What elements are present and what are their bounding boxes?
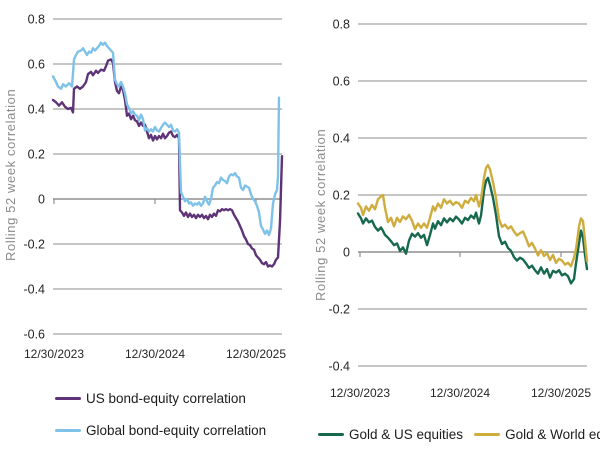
svg-text:0.2: 0.2	[28, 148, 45, 162]
svg-text:12/30/2024: 12/30/2024	[430, 386, 490, 400]
legend-label: Gold & World equities	[505, 427, 600, 442]
gold-world-equities-swatch	[474, 432, 501, 437]
svg-text:12/30/2023: 12/30/2023	[330, 386, 390, 400]
left-chart-legend: US bond-equity correlation Global bond-e…	[55, 391, 266, 450]
legend-label: Gold & US equities	[349, 427, 464, 442]
svg-text:-0.4: -0.4	[23, 283, 45, 297]
svg-text:-0.2: -0.2	[23, 238, 45, 252]
svg-text:-0.4: -0.4	[328, 360, 350, 374]
svg-text:12/30/2023: 12/30/2023	[24, 347, 84, 361]
global-bond-equity-swatch	[55, 428, 81, 433]
us-bond-equity-swatch	[55, 396, 81, 401]
svg-text:12/30/2025: 12/30/2025	[226, 347, 286, 361]
legend-item-us-bond-equity: US bond-equity correlation	[55, 391, 266, 406]
svg-text:0.8: 0.8	[28, 13, 45, 27]
gold-us-equities-swatch	[318, 432, 344, 437]
svg-text:0.6: 0.6	[333, 75, 350, 89]
legend-item-gold-world-equities: Gold & World equities	[474, 427, 600, 442]
svg-text:-0.2: -0.2	[328, 303, 350, 317]
gold-equity-chart-plot: 0.8 0.6 0.4 0.2 0 -0.2 -0.4 12/30/2023 12/30/202…	[328, 18, 591, 401]
svg-text:0.2: 0.2	[333, 189, 350, 203]
legend-item-global-bond-equity: Global bond-equity correlation	[55, 423, 266, 438]
svg-text:0.6: 0.6	[28, 58, 45, 72]
svg-text:0: 0	[343, 246, 350, 260]
legend-label: US bond-equity correlation	[86, 391, 246, 406]
right-y-axis-title: Rolling 52 week correlation	[313, 128, 328, 302]
svg-text:0.8: 0.8	[333, 18, 350, 32]
svg-text:0: 0	[38, 193, 45, 207]
bond-equity-chart-plot: 0.8 0.6 0.4 0.2 0 -0.2 -0.4 -0.6 12/30/2023 12/30…	[23, 13, 286, 362]
svg-text:-0.6: -0.6	[23, 328, 45, 342]
svg-text:0.4: 0.4	[333, 132, 350, 146]
svg-text:12/30/2024: 12/30/2024	[125, 347, 185, 361]
svg-text:0.4: 0.4	[28, 103, 45, 117]
legend-label: Global bond-equity correlation	[86, 423, 267, 438]
legend-item-gold-us-equities: Gold & US equities	[318, 427, 463, 442]
right-chart-legend: Gold & US equities Gold & World equities	[318, 427, 600, 442]
left-y-axis-title: Rolling 52 week correlation	[3, 88, 18, 262]
svg-text:12/30/2025: 12/30/2025	[531, 386, 591, 400]
